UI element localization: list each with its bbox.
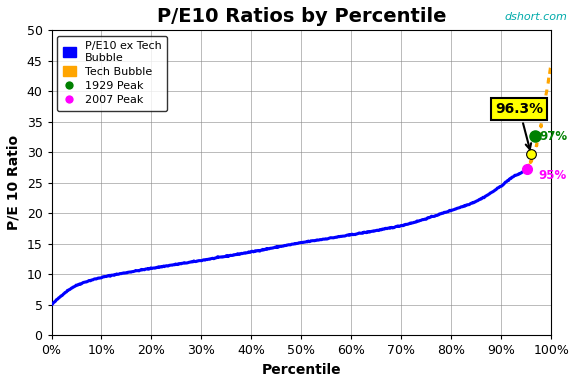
Legend: P/E10 ex Tech
Bubble, Tech Bubble, 1929 Peak, 2007 Peak: P/E10 ex Tech Bubble, Tech Bubble, 1929 … (57, 36, 167, 111)
Text: 96.3%: 96.3% (495, 102, 543, 149)
Y-axis label: P/E 10 Ratio: P/E 10 Ratio (7, 135, 21, 230)
Text: 97%: 97% (539, 130, 567, 143)
Text: dshort.com: dshort.com (505, 12, 567, 22)
X-axis label: Percentile: Percentile (262, 363, 341, 377)
Title: P/E10 Ratios by Percentile: P/E10 Ratios by Percentile (157, 7, 446, 26)
Text: 95%: 95% (538, 169, 566, 182)
